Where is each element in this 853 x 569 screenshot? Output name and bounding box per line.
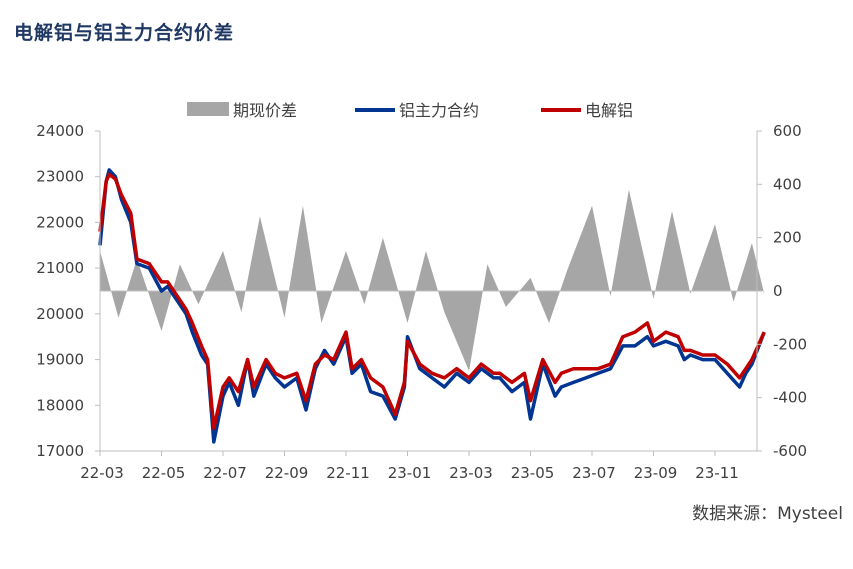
plot-area	[98, 168, 766, 444]
x-tick-label: 22-09	[265, 464, 309, 482]
left-tick-label: 18000	[36, 396, 84, 414]
right-tick-label: -200	[773, 335, 807, 353]
left-tick-label: 24000	[36, 122, 84, 140]
left-tick-label: 22000	[36, 213, 84, 231]
series-line-spot	[98, 172, 766, 430]
left-tick-label: 21000	[36, 259, 84, 277]
chart-title: 电解铝与铝主力合约价差	[14, 22, 235, 44]
x-tick-label: 23-05	[511, 464, 555, 482]
series-line-futures	[98, 168, 766, 444]
x-tick-label: 23-03	[449, 464, 493, 482]
right-tick-label: 200	[773, 229, 802, 247]
legend-label-futures: 铝主力合约	[399, 101, 479, 120]
x-tick-label: 23-09	[634, 464, 678, 482]
data-source: 数据来源：Mysteel	[692, 504, 843, 524]
right-tick-label: -400	[773, 389, 807, 407]
x-tick-label: 22-03	[80, 464, 124, 482]
right-tick-label: 400	[773, 175, 802, 193]
x-tick-label: 23-01	[388, 464, 432, 482]
left-tick-label: 20000	[36, 305, 84, 323]
legend: 期现价差 铝主力合约 电解铝	[187, 101, 633, 120]
x-tick-label: 23-07	[572, 464, 616, 482]
legend-label-basis: 期现价差	[233, 101, 297, 120]
right-tick-label: 600	[773, 122, 802, 140]
right-tick-label: -600	[773, 442, 807, 460]
left-tick-label: 19000	[36, 351, 84, 369]
x-tick-label: 22-07	[203, 464, 247, 482]
left-tick-label: 23000	[36, 168, 84, 186]
axes: 17000 18000 19000 20000 21000 22000 23000 24000…	[36, 122, 807, 482]
right-tick-label: 0	[773, 282, 783, 300]
x-tick-label: 22-05	[142, 464, 186, 482]
series-area-basis	[100, 189, 765, 371]
x-tick-label: 23-11	[695, 464, 739, 482]
left-tick-label: 17000	[36, 442, 84, 460]
legend-swatch-basis	[187, 102, 229, 116]
x-tick-label: 22-11	[326, 464, 370, 482]
legend-label-spot: 电解铝	[585, 101, 633, 120]
